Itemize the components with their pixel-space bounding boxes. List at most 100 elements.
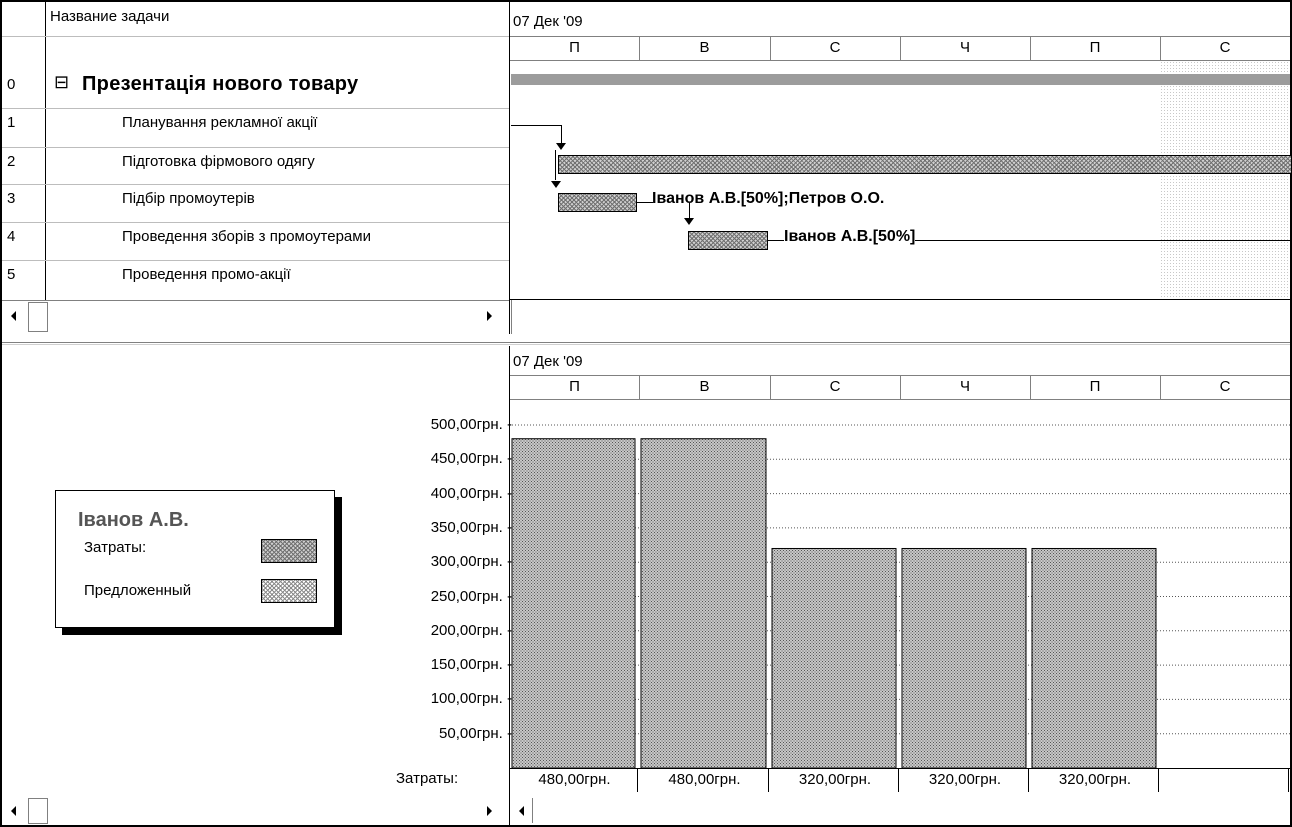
timescale-day-divider (1030, 37, 1031, 60)
pane-splitter[interactable] (509, 2, 510, 334)
row-gridline (2, 260, 509, 261)
gantt-scroll-edge (511, 300, 512, 334)
timescale-day: С (829, 39, 841, 56)
cost-value: 480,00грн. (668, 771, 741, 788)
scroll-left-icon[interactable] (11, 311, 16, 321)
task-name[interactable]: Проведення промо-акції (122, 266, 291, 283)
summary-bar[interactable] (511, 74, 1290, 85)
scroll-thumb[interactable] (532, 798, 533, 823)
task-row-id[interactable]: 0 (7, 76, 16, 93)
scrollbar-top-border (2, 300, 509, 301)
scroll-left-icon[interactable] (11, 806, 16, 816)
legend-cost-label: Затраты: (84, 539, 147, 556)
nonworking-time-shading (1160, 61, 1290, 299)
timescale-day: В (699, 39, 710, 56)
y-tick-label: 500,00грн. - (430, 416, 512, 433)
cost-bar (771, 547, 897, 769)
y-tick-label: 450,00грн. - (430, 450, 512, 468)
scroll-thumb[interactable] (28, 302, 48, 332)
cost-bar (640, 438, 767, 769)
cost-cell-divider (1028, 768, 1029, 792)
cost-value (1160, 770, 1290, 792)
timescale-bottom-edge (510, 399, 1290, 400)
task-name[interactable]: Підготовка фірмового одягу (122, 153, 315, 170)
resource-leader (637, 202, 653, 203)
timescale-day: Ч (960, 39, 970, 56)
column-header-task-name[interactable]: Название задачи (50, 8, 170, 25)
cost-row-label: Затраты: (396, 770, 459, 787)
timescale-day: С (829, 378, 841, 395)
link-line (561, 125, 562, 143)
scroll-left-icon[interactable] (519, 806, 524, 816)
timescale-day: П (569, 378, 580, 395)
timescale-week-bottom: 07 Дек '09 (513, 353, 583, 370)
cost-row-top (510, 768, 1290, 769)
y-tick-label: 300,00грн. - (430, 553, 512, 571)
scroll-right-icon[interactable] (487, 311, 492, 321)
task-name[interactable]: Підбір промоутерів (122, 190, 255, 207)
resource-label-4: Іванов А.В.[50%] (784, 228, 916, 246)
cost-value: 320,00грн. (1058, 771, 1132, 788)
timescale-day-divider (1160, 376, 1161, 399)
legend-proposed-label: Предложенный (84, 582, 192, 599)
row-gridline (2, 147, 509, 148)
cost-value: 480,00грн. (538, 771, 611, 788)
id-column-divider (45, 2, 46, 300)
task-row-id[interactable]: 3 (7, 190, 16, 207)
collapse-icon[interactable]: ⊟ (54, 72, 70, 92)
y-tick-label: 350,00грн. - (430, 518, 512, 536)
resource-leader (768, 240, 1290, 241)
view-splitter-shadow (2, 344, 1290, 345)
timescale-bottom (510, 60, 1290, 61)
timescale-day: С (1219, 378, 1231, 395)
y-tick-label: 150,00грн. - (430, 656, 512, 674)
scroll-thumb[interactable] (28, 798, 48, 824)
summary-task-name[interactable]: Презентація нового товару (82, 73, 359, 95)
timescale-day: П (1089, 39, 1101, 56)
task-row-id[interactable]: 5 (7, 266, 16, 283)
cost-chart (511, 424, 1290, 769)
link-line (511, 125, 562, 126)
task-bar-2[interactable] (558, 155, 1292, 174)
timescale-day-divider (770, 376, 771, 399)
task-row-id[interactable]: 4 (7, 228, 16, 245)
y-tick-label: 250,00грн. - (430, 587, 512, 605)
link-arrow-icon (684, 218, 694, 225)
resource-label-3: Іванов А.В.[50%];Петров О.О. (652, 190, 885, 207)
row-gridline (2, 222, 509, 223)
task-name[interactable]: Планування рекламної акції (122, 114, 318, 131)
view-splitter[interactable] (2, 342, 1290, 343)
cost-cell-divider (637, 768, 638, 792)
timescale-day: Ч (960, 378, 970, 395)
link-arrow-icon (556, 143, 566, 150)
task-sheet-hscrollbar[interactable] (2, 300, 509, 334)
legend-proposed-swatch (261, 579, 317, 603)
timescale-day: П (1089, 378, 1101, 395)
link-line (689, 203, 690, 220)
task-bar-4[interactable] (688, 231, 768, 250)
header-divider (2, 36, 509, 37)
timescale-day-divider (1030, 376, 1031, 399)
timescale-divider-bottom (510, 375, 1290, 376)
task-name[interactable]: Проведення зборів з промоутерами (122, 228, 371, 245)
link-arrow-icon (551, 181, 561, 188)
task-bar-3[interactable] (558, 193, 637, 212)
cost-cell-divider (898, 768, 899, 792)
graph-legend-hscrollbar[interactable] (2, 796, 509, 825)
legend-resource-name: Іванов А.В. (78, 509, 189, 531)
timescale-week: 07 Дек '09 (513, 13, 583, 30)
cost-cell-divider (768, 768, 769, 792)
timescale-day-divider (639, 376, 640, 399)
task-row-id[interactable]: 1 (7, 114, 16, 131)
timescale-divider (510, 36, 1290, 37)
y-tick-label: 200,00грн. - (430, 621, 512, 639)
link-line (555, 150, 556, 180)
y-tick-label: 100,00грн. - (430, 690, 512, 708)
graph-pane-divider (509, 346, 510, 825)
timescale-day-divider (1160, 37, 1161, 60)
task-row-id[interactable]: 2 (7, 153, 16, 170)
scroll-right-icon[interactable] (487, 806, 492, 816)
graph-hscrollbar[interactable] (510, 796, 1290, 825)
legend-cost-swatch (261, 539, 317, 563)
